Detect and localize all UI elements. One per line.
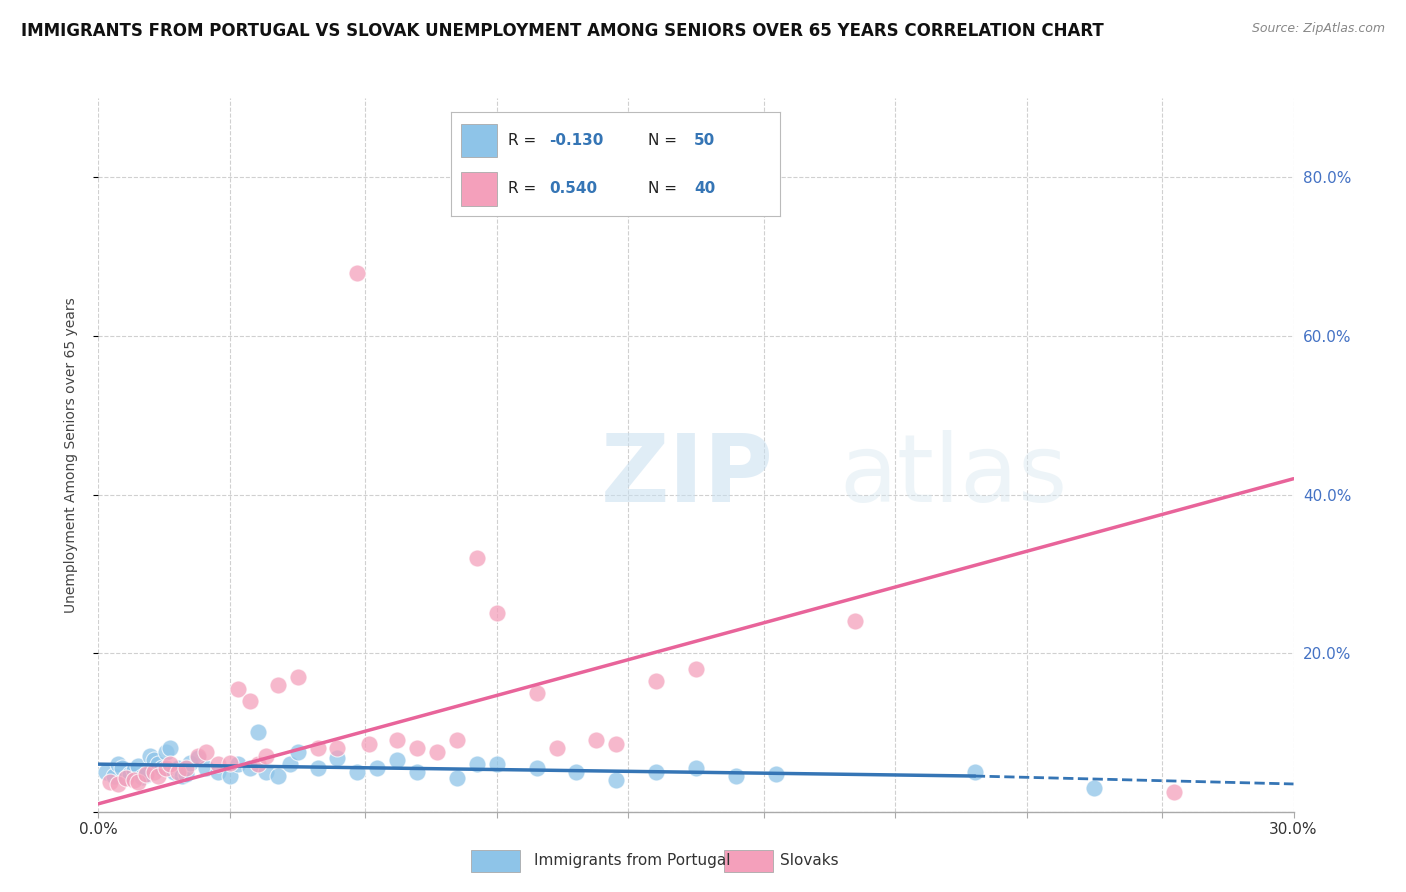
Point bbox=[139, 749, 162, 764]
Point bbox=[278, 757, 301, 772]
Point bbox=[465, 757, 488, 772]
Point bbox=[155, 745, 177, 759]
Point bbox=[645, 765, 668, 780]
Point bbox=[115, 772, 138, 786]
Point bbox=[1163, 785, 1185, 799]
Point bbox=[100, 774, 122, 789]
Point bbox=[585, 733, 607, 747]
Point bbox=[267, 678, 290, 692]
Point bbox=[605, 772, 627, 787]
Point bbox=[143, 753, 166, 767]
Point bbox=[346, 765, 368, 780]
Point bbox=[485, 607, 508, 621]
Point bbox=[267, 769, 290, 783]
Point bbox=[346, 266, 368, 280]
Point bbox=[135, 766, 157, 780]
Point bbox=[163, 765, 186, 780]
Point bbox=[326, 751, 349, 765]
Point bbox=[207, 757, 229, 772]
Point bbox=[96, 765, 118, 780]
Point bbox=[159, 757, 181, 772]
Point bbox=[359, 737, 381, 751]
Point bbox=[219, 756, 242, 770]
Point bbox=[148, 757, 170, 772]
Point bbox=[135, 768, 157, 782]
Point bbox=[246, 757, 269, 772]
Point bbox=[143, 765, 166, 780]
Point bbox=[546, 741, 568, 756]
Point bbox=[307, 761, 329, 775]
Text: ZIP: ZIP bbox=[600, 430, 773, 523]
Point bbox=[406, 741, 429, 756]
Point bbox=[195, 745, 218, 759]
Point bbox=[526, 761, 548, 775]
Point bbox=[124, 772, 146, 787]
Point bbox=[963, 765, 986, 780]
Point bbox=[287, 670, 309, 684]
Point bbox=[605, 737, 627, 751]
Point bbox=[174, 761, 197, 775]
Point bbox=[724, 769, 747, 783]
Point bbox=[155, 761, 177, 775]
Point bbox=[307, 741, 329, 756]
Point bbox=[226, 681, 249, 696]
Point bbox=[207, 765, 229, 780]
Point bbox=[385, 753, 409, 767]
Point bbox=[226, 757, 249, 772]
Point bbox=[254, 749, 277, 764]
Point bbox=[187, 749, 209, 764]
Text: Source: ZipAtlas.com: Source: ZipAtlas.com bbox=[1251, 22, 1385, 36]
Point bbox=[366, 761, 388, 775]
Point bbox=[150, 761, 173, 775]
Point bbox=[385, 733, 409, 747]
Point bbox=[167, 761, 190, 775]
Point bbox=[127, 758, 149, 772]
Point bbox=[239, 761, 262, 775]
Point bbox=[107, 757, 129, 772]
Point bbox=[765, 766, 787, 780]
Point bbox=[120, 766, 142, 780]
Point bbox=[287, 745, 309, 759]
Point bbox=[167, 765, 190, 780]
Point bbox=[148, 769, 170, 783]
Point bbox=[131, 770, 153, 784]
Point bbox=[844, 615, 866, 629]
Point bbox=[426, 745, 449, 759]
Point bbox=[127, 774, 149, 789]
Point bbox=[254, 765, 277, 780]
Point bbox=[485, 757, 508, 772]
Point bbox=[219, 769, 242, 783]
Text: Slovaks: Slovaks bbox=[780, 854, 839, 868]
Point bbox=[111, 761, 134, 775]
Point bbox=[685, 761, 707, 775]
Point bbox=[246, 725, 269, 739]
Point bbox=[174, 766, 197, 780]
Point bbox=[124, 764, 146, 778]
Point bbox=[239, 694, 262, 708]
Point bbox=[159, 741, 181, 756]
Point bbox=[103, 769, 125, 783]
Point bbox=[179, 756, 201, 770]
Point bbox=[107, 777, 129, 791]
Point bbox=[685, 662, 707, 676]
Text: Immigrants from Portugal: Immigrants from Portugal bbox=[534, 854, 731, 868]
Point bbox=[565, 765, 588, 780]
Point bbox=[645, 673, 668, 688]
Point bbox=[195, 761, 218, 775]
Y-axis label: Unemployment Among Seniors over 65 years: Unemployment Among Seniors over 65 years bbox=[63, 297, 77, 613]
Text: IMMIGRANTS FROM PORTUGAL VS SLOVAK UNEMPLOYMENT AMONG SENIORS OVER 65 YEARS CORR: IMMIGRANTS FROM PORTUGAL VS SLOVAK UNEMP… bbox=[21, 22, 1104, 40]
Point bbox=[526, 686, 548, 700]
Text: atlas: atlas bbox=[839, 430, 1067, 523]
Point bbox=[172, 769, 194, 783]
Point bbox=[446, 772, 468, 786]
Point bbox=[115, 772, 138, 786]
Point bbox=[1083, 780, 1105, 795]
Point bbox=[406, 765, 429, 780]
Point bbox=[187, 751, 209, 765]
Point bbox=[326, 741, 349, 756]
Point bbox=[446, 733, 468, 747]
Point bbox=[465, 551, 488, 566]
